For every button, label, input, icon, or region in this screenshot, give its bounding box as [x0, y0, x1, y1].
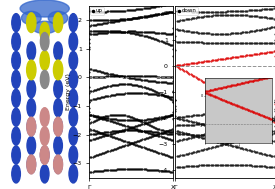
Circle shape	[12, 165, 20, 183]
Circle shape	[40, 33, 49, 51]
Circle shape	[27, 13, 36, 33]
Circle shape	[69, 146, 78, 164]
Circle shape	[40, 165, 49, 183]
Circle shape	[12, 127, 20, 145]
Ellipse shape	[20, 0, 69, 17]
Circle shape	[69, 14, 78, 32]
Circle shape	[54, 155, 62, 174]
Legend: up: up	[90, 7, 104, 15]
Circle shape	[53, 60, 63, 80]
Circle shape	[69, 89, 78, 107]
Circle shape	[27, 42, 35, 60]
Circle shape	[27, 155, 36, 174]
Circle shape	[40, 127, 49, 146]
Circle shape	[28, 177, 34, 189]
Circle shape	[69, 108, 78, 126]
Circle shape	[54, 80, 62, 98]
Circle shape	[54, 118, 62, 136]
Legend: down: down	[177, 7, 198, 15]
Y-axis label: Energy (eV): Energy (eV)	[66, 73, 71, 110]
Ellipse shape	[21, 11, 41, 25]
Circle shape	[69, 165, 78, 183]
Circle shape	[40, 70, 49, 88]
Circle shape	[27, 136, 35, 155]
Circle shape	[40, 22, 49, 42]
Circle shape	[12, 70, 20, 88]
Ellipse shape	[32, 21, 57, 34]
Ellipse shape	[48, 11, 68, 25]
Circle shape	[27, 155, 35, 174]
Circle shape	[53, 13, 63, 33]
Circle shape	[69, 51, 78, 70]
Circle shape	[40, 146, 49, 164]
Circle shape	[12, 89, 20, 107]
Circle shape	[54, 155, 63, 174]
Circle shape	[27, 118, 35, 136]
Circle shape	[40, 146, 49, 164]
Circle shape	[12, 108, 20, 126]
Circle shape	[54, 99, 62, 117]
Circle shape	[69, 70, 78, 88]
Circle shape	[12, 33, 20, 51]
Circle shape	[12, 14, 20, 32]
Circle shape	[54, 117, 63, 136]
Circle shape	[27, 99, 35, 117]
Circle shape	[40, 51, 49, 70]
Circle shape	[12, 51, 20, 70]
Circle shape	[54, 42, 62, 60]
Circle shape	[27, 80, 35, 98]
Circle shape	[54, 136, 62, 155]
Circle shape	[27, 60, 36, 80]
Circle shape	[55, 177, 61, 189]
Circle shape	[27, 117, 36, 136]
Circle shape	[69, 33, 78, 51]
Circle shape	[40, 108, 49, 127]
Circle shape	[69, 127, 78, 145]
Circle shape	[12, 146, 20, 164]
